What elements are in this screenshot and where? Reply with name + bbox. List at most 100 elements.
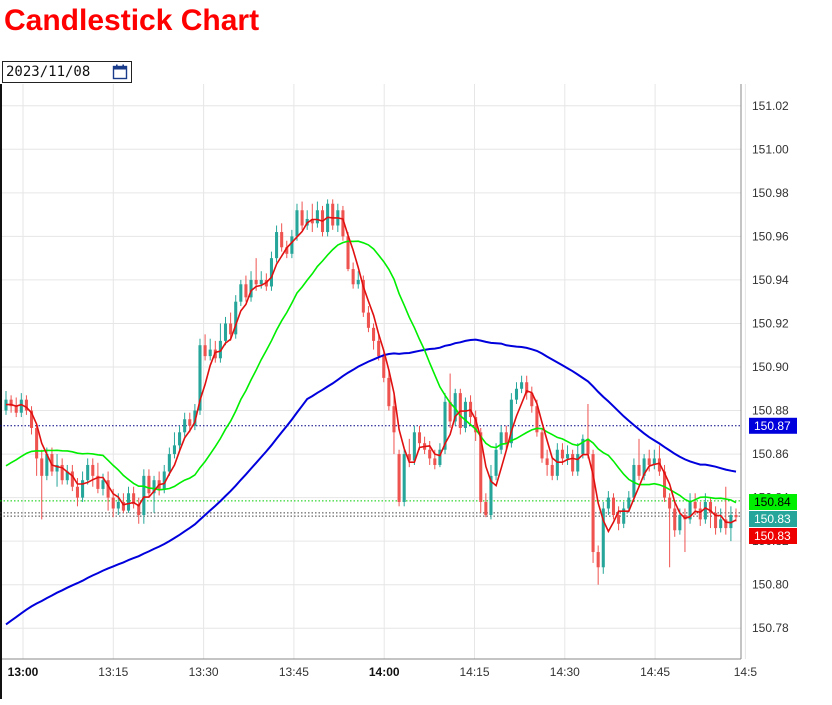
candle-body[interactable] [652, 458, 656, 465]
plot-area[interactable] [0, 84, 741, 659]
candle-body[interactable] [714, 512, 718, 529]
candle-body[interactable] [514, 388, 519, 400]
candle-body[interactable] [280, 232, 284, 248]
candle-body[interactable] [545, 458, 549, 465]
candle-body[interactable] [397, 454, 401, 502]
candle-body[interactable] [724, 519, 728, 529]
candle-body[interactable] [489, 475, 493, 516]
candle-body[interactable] [55, 464, 59, 472]
candle-body[interactable] [382, 356, 386, 378]
candle-body[interactable] [300, 210, 304, 226]
candle-body[interactable] [530, 393, 534, 407]
candle-body[interactable] [627, 497, 631, 509]
candle-body[interactable] [50, 454, 54, 472]
candle-body[interactable] [535, 406, 539, 433]
candle-body[interactable] [668, 497, 672, 509]
candle-body[interactable] [581, 438, 585, 455]
candle-body[interactable] [116, 501, 120, 509]
candle-body[interactable] [223, 323, 228, 341]
candle-body[interactable] [315, 210, 319, 224]
candle-body[interactable] [479, 432, 483, 502]
candle-body[interactable] [178, 432, 182, 446]
candle-body[interactable] [208, 349, 212, 357]
candle-body[interactable] [91, 464, 95, 476]
candle-body[interactable] [269, 258, 273, 287]
candle-body[interactable] [366, 312, 370, 328]
calendar-icon[interactable] [111, 63, 129, 81]
candle-body[interactable] [9, 399, 13, 407]
candle-body[interactable] [167, 454, 171, 472]
candle-body[interactable] [560, 449, 564, 459]
candle-body[interactable] [596, 552, 600, 568]
candle-body[interactable] [285, 247, 289, 254]
candle-body[interactable] [75, 486, 79, 498]
candle-body[interactable] [540, 432, 544, 459]
candle-body[interactable] [463, 401, 467, 428]
candle-body[interactable] [172, 445, 176, 455]
candle-body[interactable] [703, 501, 707, 520]
candle-body[interactable] [606, 497, 610, 509]
candle-body[interactable] [249, 279, 253, 298]
candle-body[interactable] [188, 419, 192, 426]
candle-body[interactable] [162, 471, 166, 489]
candle-body[interactable] [310, 218, 314, 224]
candle-body[interactable] [586, 438, 590, 455]
candle-body[interactable] [525, 382, 529, 394]
candle-body[interactable] [259, 279, 263, 285]
candle-body[interactable] [183, 419, 187, 433]
candle-body[interactable] [361, 279, 365, 313]
candle-body[interactable] [203, 345, 207, 357]
candle-body[interactable] [275, 232, 279, 259]
candle-body[interactable] [428, 449, 432, 459]
candle-body[interactable] [734, 515, 738, 518]
candle-body[interactable] [729, 515, 733, 529]
candle-body[interactable] [622, 508, 626, 524]
candle-body[interactable] [239, 284, 243, 302]
candle-body[interactable] [438, 449, 442, 465]
candle-body[interactable] [673, 508, 677, 531]
candle-body[interactable] [341, 210, 345, 237]
candle-body[interactable] [193, 410, 197, 426]
candle-body[interactable] [637, 464, 641, 476]
candle-body[interactable] [417, 432, 422, 444]
candle-body[interactable] [392, 406, 396, 433]
candle-body[interactable] [152, 480, 156, 494]
candle-body[interactable] [60, 464, 64, 481]
candle-body[interactable] [474, 417, 478, 433]
candle-body[interactable] [14, 406, 18, 413]
candle-body[interactable] [142, 475, 146, 516]
candle-body[interactable] [121, 501, 125, 511]
candle-body[interactable] [499, 432, 503, 450]
candle-body[interactable] [218, 340, 222, 359]
candle-body[interactable] [35, 427, 39, 459]
candle-body[interactable] [402, 454, 406, 502]
candle-body[interactable] [520, 382, 524, 389]
candle-body[interactable] [377, 340, 381, 357]
candle-body[interactable] [137, 504, 141, 516]
candle-body[interactable] [678, 515, 682, 531]
candle-body[interactable] [433, 458, 437, 465]
candle-body[interactable] [663, 471, 667, 498]
candle-body[interactable] [708, 501, 713, 513]
candle-body[interactable] [86, 464, 90, 481]
candle-body[interactable] [566, 454, 570, 459]
candle-body[interactable] [244, 284, 248, 298]
candle-body[interactable] [234, 301, 238, 335]
candle-body[interactable] [229, 323, 233, 335]
candle-body[interactable] [576, 454, 580, 472]
candle-body[interactable] [443, 401, 447, 450]
candle-body[interactable] [24, 399, 28, 411]
candle-body[interactable] [509, 399, 513, 444]
candle-body[interactable] [387, 377, 391, 407]
candle-body[interactable] [571, 454, 575, 472]
candle-body[interactable] [693, 501, 697, 509]
candle-body[interactable] [96, 475, 100, 489]
candle-body[interactable] [484, 501, 488, 516]
candle-body[interactable] [111, 497, 115, 509]
candle-body[interactable] [642, 458, 646, 476]
candle-body[interactable] [65, 471, 69, 481]
candle-body[interactable] [40, 458, 44, 476]
candle-body[interactable] [698, 508, 702, 520]
candle-body[interactable] [647, 458, 651, 465]
candle-body[interactable] [331, 203, 335, 226]
